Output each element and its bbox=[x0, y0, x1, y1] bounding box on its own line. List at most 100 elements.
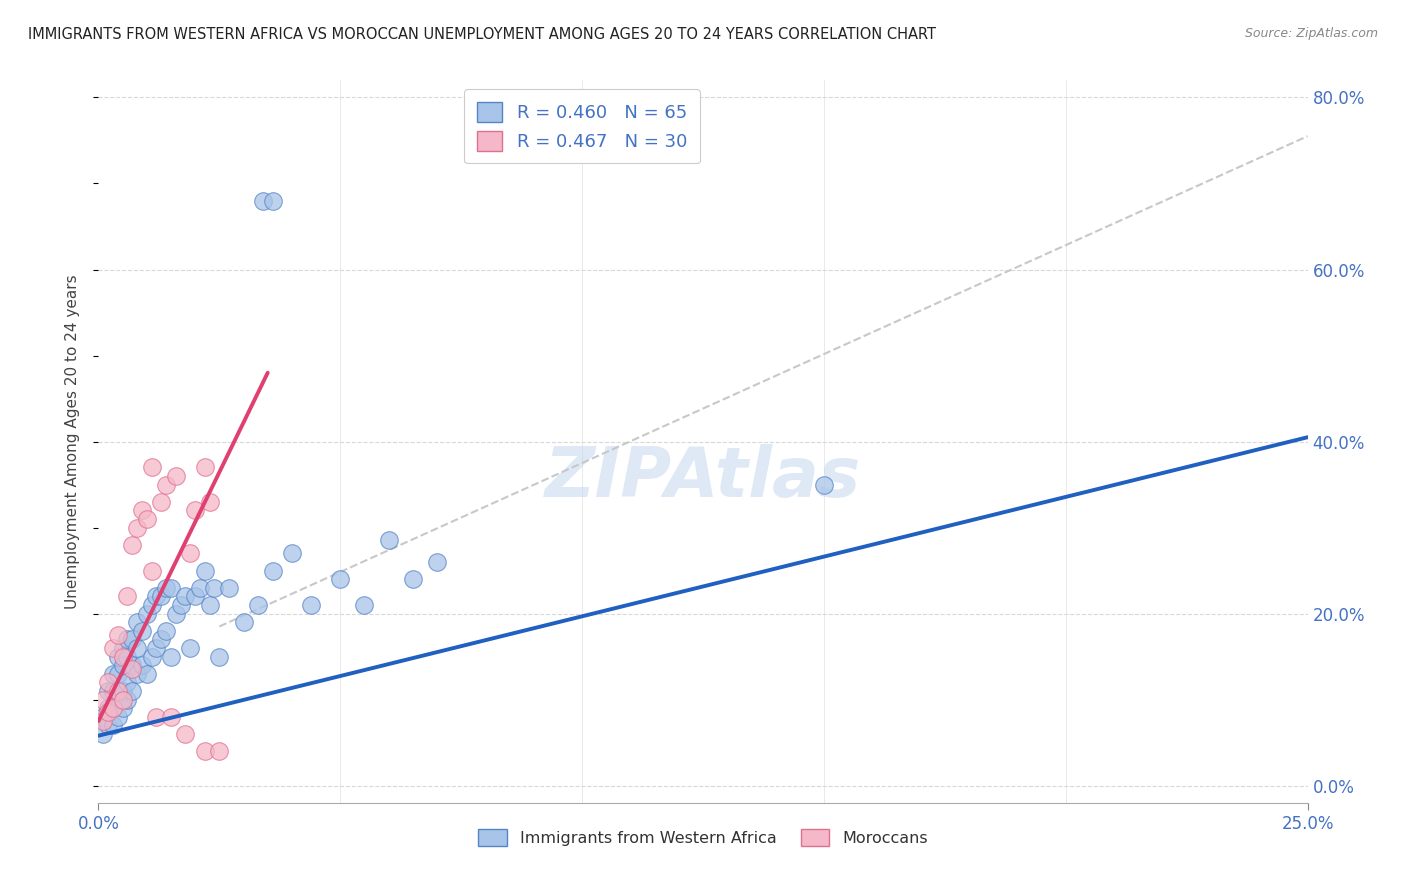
Point bbox=[101, 640, 124, 655]
Point bbox=[252, 194, 274, 208]
Point bbox=[160, 649, 183, 664]
Point bbox=[155, 477, 177, 491]
Point bbox=[121, 658, 143, 673]
Point bbox=[204, 581, 226, 595]
Point bbox=[107, 628, 129, 642]
Point bbox=[155, 581, 177, 595]
Point bbox=[141, 564, 163, 578]
Legend: Immigrants from Western Africa, Moroccans: Immigrants from Western Africa, Moroccan… bbox=[472, 822, 934, 853]
Point bbox=[111, 701, 134, 715]
Point bbox=[377, 533, 399, 548]
Point bbox=[218, 581, 240, 595]
Point bbox=[150, 494, 173, 508]
Point bbox=[426, 555, 449, 569]
Point bbox=[813, 477, 835, 491]
Point bbox=[208, 649, 231, 664]
Point bbox=[117, 590, 139, 604]
Point bbox=[198, 598, 221, 612]
Point bbox=[107, 692, 129, 706]
Point bbox=[101, 701, 124, 715]
Point bbox=[121, 663, 143, 677]
Point bbox=[97, 718, 120, 732]
Point bbox=[179, 640, 201, 655]
Point bbox=[97, 701, 120, 715]
Point bbox=[101, 701, 124, 715]
Point bbox=[299, 598, 322, 612]
Point bbox=[160, 710, 183, 724]
Point bbox=[353, 598, 375, 612]
Point bbox=[97, 675, 120, 690]
Point bbox=[165, 607, 187, 621]
Point bbox=[155, 624, 177, 638]
Point bbox=[184, 503, 207, 517]
Point bbox=[165, 469, 187, 483]
Point bbox=[179, 546, 201, 560]
Point bbox=[111, 684, 134, 698]
Point bbox=[135, 512, 157, 526]
Point bbox=[91, 710, 114, 724]
Point bbox=[150, 590, 173, 604]
Point bbox=[131, 624, 153, 638]
Point bbox=[127, 615, 149, 630]
Point bbox=[262, 194, 284, 208]
Point bbox=[111, 649, 134, 664]
Point bbox=[117, 649, 139, 664]
Point bbox=[117, 675, 139, 690]
Point bbox=[117, 692, 139, 706]
Point bbox=[194, 460, 217, 475]
Point bbox=[141, 598, 163, 612]
Point bbox=[127, 520, 149, 534]
Point bbox=[141, 649, 163, 664]
Point bbox=[145, 640, 167, 655]
Point bbox=[145, 590, 167, 604]
Point bbox=[131, 658, 153, 673]
Point bbox=[194, 744, 217, 758]
Point bbox=[107, 710, 129, 724]
Y-axis label: Unemployment Among Ages 20 to 24 years: Unemployment Among Ages 20 to 24 years bbox=[65, 274, 80, 609]
Point bbox=[97, 706, 120, 720]
Point bbox=[111, 640, 134, 655]
Point bbox=[262, 564, 284, 578]
Point bbox=[91, 714, 114, 728]
Point bbox=[131, 503, 153, 517]
Point bbox=[91, 692, 114, 706]
Point bbox=[101, 684, 124, 698]
Point bbox=[188, 581, 211, 595]
Point bbox=[208, 744, 231, 758]
Point bbox=[198, 494, 221, 508]
Point bbox=[127, 666, 149, 681]
Point bbox=[160, 581, 183, 595]
Point bbox=[111, 692, 134, 706]
Point bbox=[101, 718, 124, 732]
Point bbox=[174, 590, 197, 604]
Point bbox=[127, 640, 149, 655]
Point bbox=[121, 684, 143, 698]
Point bbox=[247, 598, 270, 612]
Point bbox=[135, 666, 157, 681]
Point bbox=[97, 684, 120, 698]
Point bbox=[329, 572, 352, 586]
Text: ZIPAtlas: ZIPAtlas bbox=[546, 444, 860, 511]
Point bbox=[101, 666, 124, 681]
Point bbox=[174, 727, 197, 741]
Point bbox=[107, 666, 129, 681]
Text: Source: ZipAtlas.com: Source: ZipAtlas.com bbox=[1244, 27, 1378, 40]
Text: IMMIGRANTS FROM WESTERN AFRICA VS MOROCCAN UNEMPLOYMENT AMONG AGES 20 TO 24 YEAR: IMMIGRANTS FROM WESTERN AFRICA VS MOROCC… bbox=[28, 27, 936, 42]
Point bbox=[150, 632, 173, 647]
Point bbox=[121, 632, 143, 647]
Point bbox=[232, 615, 254, 630]
Point bbox=[141, 460, 163, 475]
Point bbox=[111, 658, 134, 673]
Point bbox=[169, 598, 191, 612]
Point bbox=[402, 572, 425, 586]
Point bbox=[107, 649, 129, 664]
Point bbox=[145, 710, 167, 724]
Point bbox=[117, 632, 139, 647]
Point bbox=[107, 684, 129, 698]
Point bbox=[281, 546, 304, 560]
Point bbox=[194, 564, 217, 578]
Point bbox=[135, 607, 157, 621]
Point bbox=[184, 590, 207, 604]
Point bbox=[121, 538, 143, 552]
Point bbox=[91, 727, 114, 741]
